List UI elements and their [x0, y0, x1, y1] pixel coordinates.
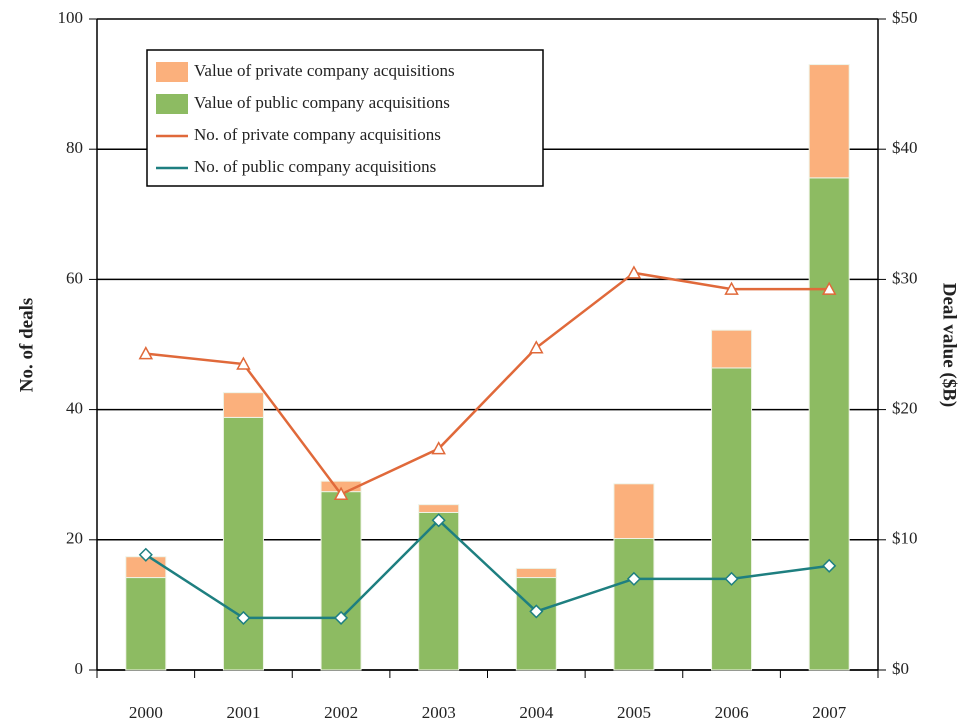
- marker: [822, 558, 837, 573]
- marker: [236, 610, 251, 625]
- y2-tick-label: $10: [892, 529, 918, 548]
- y2-axis-title: Deal value ($B): [939, 283, 960, 408]
- marker: [821, 281, 837, 295]
- bar: [418, 504, 460, 513]
- bar: [808, 177, 850, 671]
- bar: [613, 537, 655, 671]
- x-tick-label: 2003: [422, 703, 456, 722]
- marker: [138, 547, 153, 562]
- marker: [724, 281, 739, 295]
- legend-box: [146, 49, 544, 187]
- y-tick-label: 40: [66, 399, 83, 418]
- y2-tick-label: $20: [892, 399, 918, 418]
- bar: [613, 483, 655, 539]
- marker: [431, 441, 446, 455]
- x-tick-label: 2006: [715, 703, 749, 722]
- y-tick-label: 20: [66, 529, 83, 548]
- marker: [334, 610, 349, 625]
- x-tick-label: 2001: [226, 703, 260, 722]
- y-axis-title: No. of deals: [16, 298, 37, 392]
- legend-label: No. of public company acquisitions: [194, 157, 436, 176]
- legend-label: No. of private company acquisitions: [194, 125, 441, 144]
- marker: [529, 604, 544, 619]
- y-tick-label: 0: [75, 659, 84, 678]
- marker: [724, 571, 739, 586]
- marker: [236, 356, 251, 370]
- marker: [138, 346, 154, 360]
- x-tick-label: 2004: [519, 703, 554, 722]
- bar: [515, 567, 557, 579]
- y-tick-label: 100: [58, 8, 84, 27]
- y2-tick-label: $30: [892, 268, 918, 287]
- y-tick-label: 80: [66, 138, 83, 157]
- x-tick-label: 2007: [812, 703, 847, 722]
- y2-tick-label: $40: [892, 138, 918, 157]
- bar: [222, 416, 264, 671]
- y-tick-label: 60: [66, 268, 83, 287]
- bar: [222, 392, 264, 418]
- bar: [711, 329, 753, 369]
- legend-label: Value of public company acquisitions: [194, 93, 450, 112]
- line: [145, 518, 830, 620]
- marker: [626, 265, 642, 279]
- line: [145, 271, 830, 496]
- legend-swatch: [156, 62, 188, 82]
- marker: [529, 340, 544, 354]
- marker: [333, 486, 349, 500]
- y2-tick-label: $0: [892, 659, 909, 678]
- marker: [431, 513, 446, 528]
- bar: [320, 491, 362, 671]
- legend-label: Value of private company acquisitions: [194, 61, 455, 80]
- marker: [626, 571, 641, 586]
- bar: [808, 64, 850, 179]
- legend-swatch: [156, 94, 188, 114]
- x-tick-label: 2000: [129, 703, 163, 722]
- y2-tick-label: $50: [892, 8, 918, 27]
- bar: [515, 577, 557, 671]
- x-tick-label: 2005: [617, 703, 651, 722]
- bar: [125, 577, 167, 671]
- bar: [711, 367, 753, 671]
- x-tick-label: 2002: [324, 703, 358, 722]
- bar: [418, 511, 460, 671]
